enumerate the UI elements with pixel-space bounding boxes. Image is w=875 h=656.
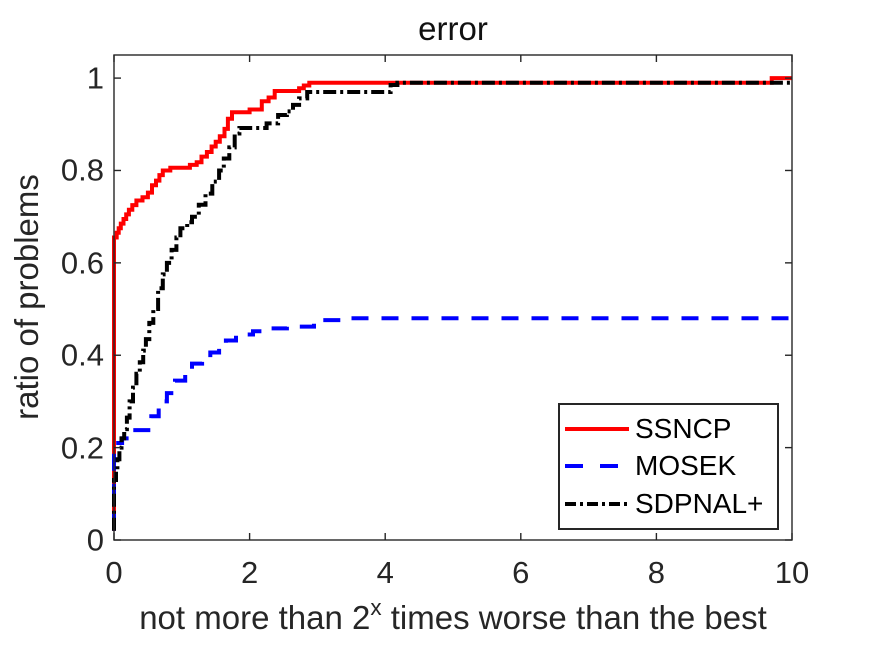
- y-tick-label: 0.8: [60, 152, 104, 188]
- y-tick-label: 1: [86, 60, 104, 96]
- series-line-ssncp: [112, 76, 792, 531]
- legend-label: SSNCP: [635, 412, 732, 444]
- x-axis-label-prefix: not more than 2: [139, 599, 371, 636]
- y-tick-label: 0.6: [60, 245, 104, 281]
- x-axis-label-suffix: times worse than the best: [381, 599, 767, 636]
- legend-label: MOSEK: [635, 450, 737, 482]
- legend-label: SDPNAL+: [635, 488, 764, 520]
- y-axis-label: ratio of problems: [8, 174, 45, 420]
- x-axis-label: not more than 2x times worse than the be…: [114, 594, 792, 637]
- x-tick-label: 0: [105, 555, 123, 590]
- legend-row-ssncp: SSNCP: [565, 412, 775, 444]
- x-tick-label: 2: [240, 555, 259, 590]
- legend-line-dashed-icon: [565, 464, 629, 469]
- y-tick-label: 0: [86, 522, 104, 558]
- legend-row-mosek: MOSEK: [565, 452, 775, 480]
- y-tick-label: 0.4: [60, 337, 104, 373]
- legend-row-sdpnal: SDPNAL+: [565, 490, 775, 518]
- legend: SSNCP MOSEK SDPNAL+: [558, 403, 779, 530]
- x-tick-label: 8: [647, 555, 666, 590]
- series-line-sdpnal: [112, 80, 792, 531]
- x-tick-label: 10: [774, 555, 810, 590]
- chart-title: error: [418, 10, 488, 47]
- legend-line-dashdot-icon: [565, 502, 629, 507]
- y-tick-label: 0.2: [60, 430, 104, 466]
- axes-box: [113, 54, 793, 541]
- legend-line-solid-icon: [565, 426, 629, 431]
- series-line-mosek: [112, 316, 792, 531]
- x-axis-label-superscript: x: [370, 594, 382, 620]
- x-tick-label: 6: [512, 555, 530, 590]
- x-tick-label: 4: [376, 555, 394, 590]
